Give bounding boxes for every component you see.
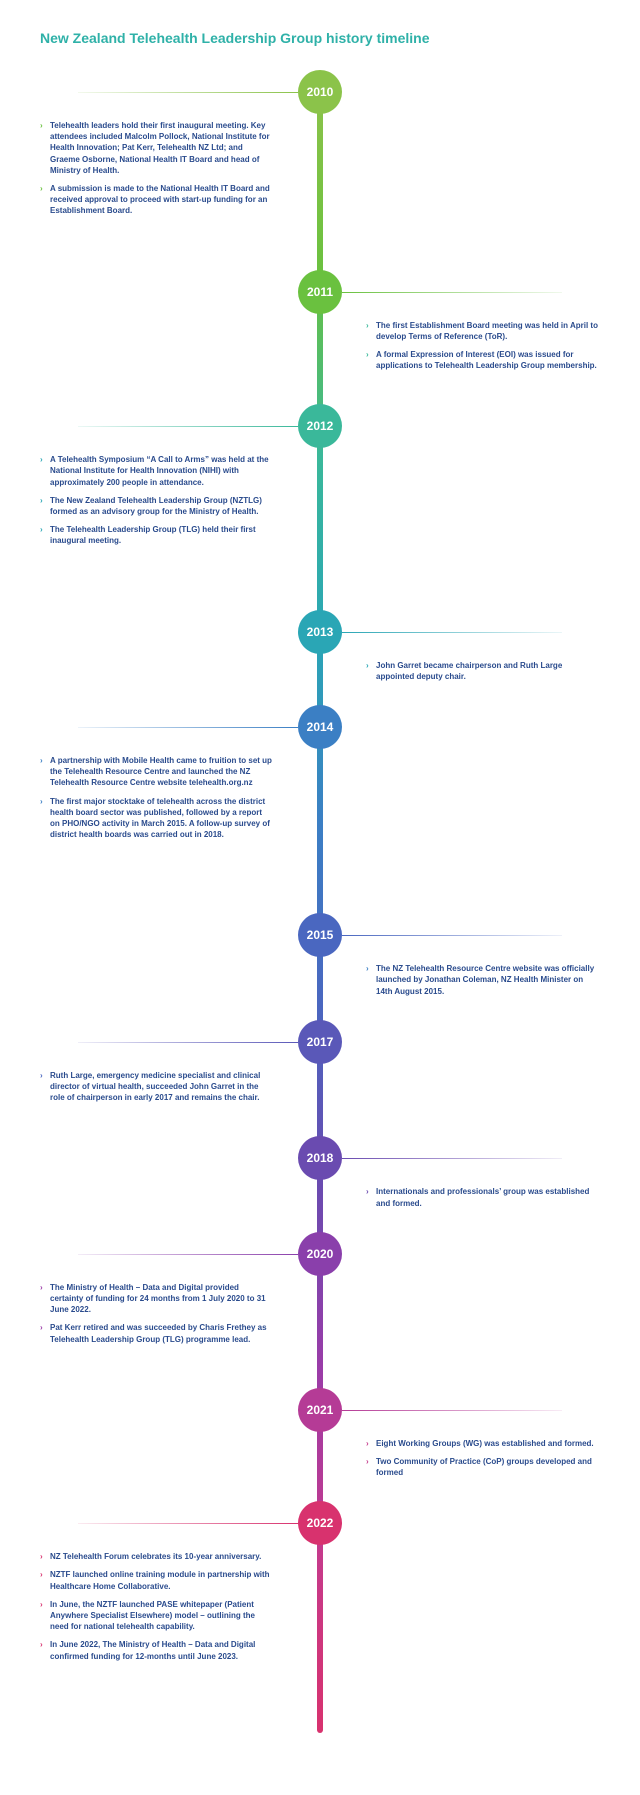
events-2018: Internationals and professionals’ group … (348, 1186, 600, 1208)
year-node-2010: 2010 (40, 70, 600, 114)
event-item: A Telehealth Symposium “A Call to Arms” … (40, 454, 274, 488)
event-item: John Garret became chairperson and Ruth … (366, 660, 600, 682)
year-circle-2010: 2010 (298, 70, 342, 114)
event-item: The Telehealth Leadership Group (TLG) he… (40, 524, 274, 546)
events-2012: A Telehealth Symposium “A Call to Arms” … (40, 454, 292, 546)
year-label: 2015 (307, 928, 334, 942)
events-2011: The first Establishment Board meeting wa… (348, 320, 600, 372)
events-2021: Eight Working Groups (WG) was establishe… (348, 1438, 600, 1479)
year-node-2011: 2011 (40, 270, 600, 314)
event-item: Ruth Large, emergency medicine specialis… (40, 1070, 274, 1104)
year-node-2017: 2017 (40, 1020, 600, 1064)
event-item: The NZ Telehealth Resource Centre websit… (366, 963, 600, 997)
connector-2018 (342, 1158, 562, 1159)
year-label: 2020 (307, 1247, 334, 1261)
event-item: A partnership with Mobile Health came to… (40, 755, 274, 789)
year-circle-2011: 2011 (298, 270, 342, 314)
events-2015: The NZ Telehealth Resource Centre websit… (348, 963, 600, 997)
connector-2020 (78, 1254, 298, 1255)
event-item: NZ Telehealth Forum celebrates its 10-ye… (40, 1551, 274, 1562)
event-item: A submission is made to the National Hea… (40, 183, 274, 217)
year-node-2014: 2014 (40, 705, 600, 749)
year-circle-2013: 2013 (298, 610, 342, 654)
year-label: 2018 (307, 1151, 334, 1165)
year-node-2022: 2022 (40, 1501, 600, 1545)
connector-2014 (78, 727, 298, 728)
year-circle-2021: 2021 (298, 1388, 342, 1432)
year-node-2021: 2021 (40, 1388, 600, 1432)
events-2020: The Ministry of Health – Data and Digita… (40, 1282, 292, 1345)
year-circle-2017: 2017 (298, 1020, 342, 1064)
connector-2017 (78, 1042, 298, 1043)
event-item: Pat Kerr retired and was succeeded by Ch… (40, 1322, 274, 1344)
event-item: The Ministry of Health – Data and Digita… (40, 1282, 274, 1316)
connector-2022 (78, 1523, 298, 1524)
events-2022: NZ Telehealth Forum celebrates its 10-ye… (40, 1551, 292, 1662)
connector-2015 (342, 935, 562, 936)
year-node-2012: 2012 (40, 404, 600, 448)
year-circle-2022: 2022 (298, 1501, 342, 1545)
year-node-2018: 2018 (40, 1136, 600, 1180)
year-circle-2014: 2014 (298, 705, 342, 749)
year-label: 2017 (307, 1035, 334, 1049)
year-node-2015: 2015 (40, 913, 600, 957)
connector-2011 (342, 292, 562, 293)
year-circle-2012: 2012 (298, 404, 342, 448)
year-label: 2010 (307, 85, 334, 99)
year-label: 2011 (307, 285, 333, 299)
year-label: 2022 (307, 1516, 334, 1530)
timeline-container: 2010 Telehealth leaders hold their first … (40, 70, 600, 1755)
connector-2021 (342, 1410, 562, 1411)
event-item: A formal Expression of Interest (EOI) wa… (366, 349, 600, 371)
event-item: The New Zealand Telehealth Leadership Gr… (40, 495, 274, 517)
connector-2012 (78, 426, 298, 427)
events-2013: John Garret became chairperson and Ruth … (348, 660, 600, 682)
events-2017: Ruth Large, emergency medicine specialis… (40, 1070, 292, 1104)
event-item: Two Community of Practice (CoP) groups d… (366, 1456, 600, 1478)
year-circle-2015: 2015 (298, 913, 342, 957)
events-2014: A partnership with Mobile Health came to… (40, 755, 292, 840)
year-node-2020: 2020 (40, 1232, 600, 1276)
year-label: 2013 (307, 625, 334, 639)
event-item: In June 2022, The Ministry of Health – D… (40, 1639, 274, 1661)
event-item: Internationals and professionals’ group … (366, 1186, 600, 1208)
event-item: The first Establishment Board meeting wa… (366, 320, 600, 342)
page-title: New Zealand Telehealth Leadership Group … (40, 30, 600, 46)
event-item: The first major stocktake of telehealth … (40, 796, 274, 841)
event-item: Eight Working Groups (WG) was establishe… (366, 1438, 600, 1449)
connector-2010 (78, 92, 298, 93)
event-item: Telehealth leaders hold their first inau… (40, 120, 274, 176)
events-2010: Telehealth leaders hold their first inau… (40, 120, 292, 217)
event-item: NZTF launched online training module in … (40, 1569, 274, 1591)
event-item: In June, the NZTF launched PASE whitepap… (40, 1599, 274, 1633)
year-label: 2012 (307, 419, 334, 433)
year-node-2013: 2013 (40, 610, 600, 654)
year-circle-2018: 2018 (298, 1136, 342, 1180)
year-label: 2021 (307, 1403, 334, 1417)
year-label: 2014 (307, 720, 334, 734)
connector-2013 (342, 632, 562, 633)
year-circle-2020: 2020 (298, 1232, 342, 1276)
